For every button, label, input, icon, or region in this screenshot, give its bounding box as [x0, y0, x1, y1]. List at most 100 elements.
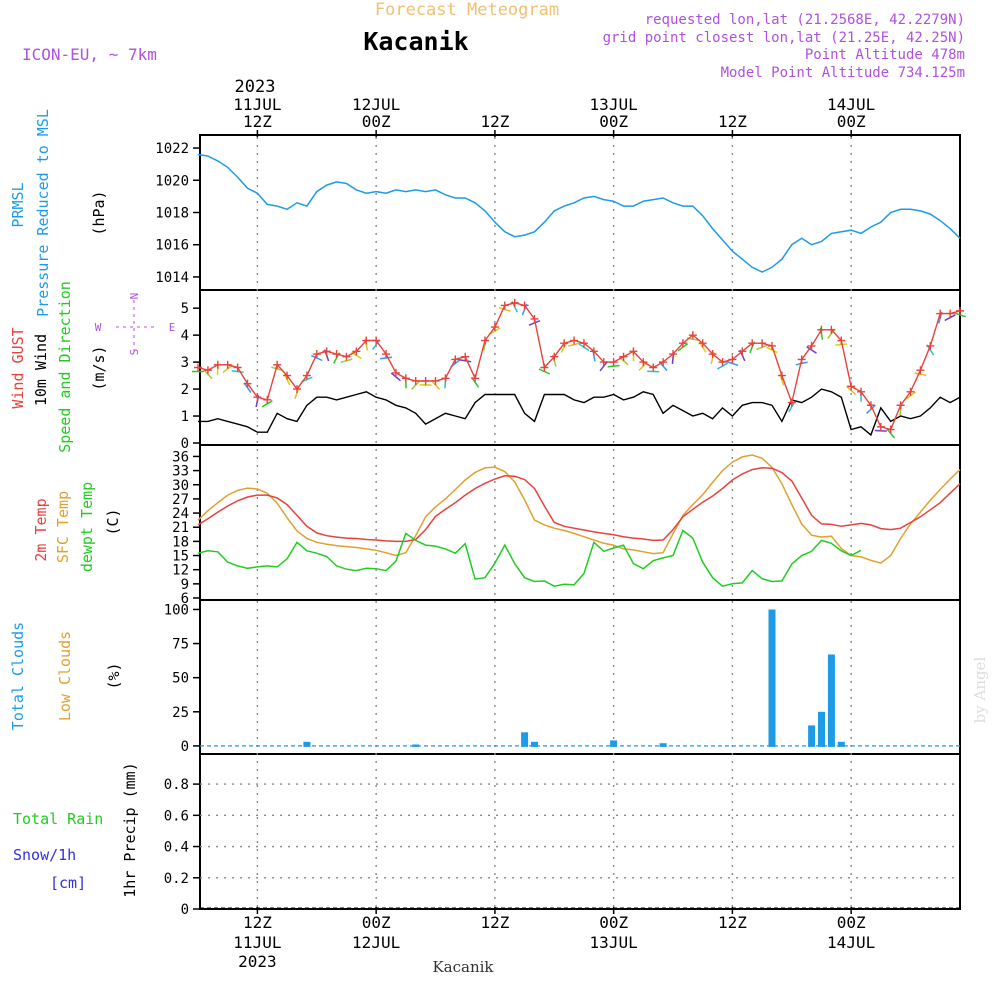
gust-point — [698, 339, 707, 348]
wind-direction-arrow — [371, 339, 381, 350]
gust-point — [560, 339, 569, 348]
cloud-bar — [659, 743, 667, 747]
clouds-unit: (%) — [105, 662, 123, 689]
gust-point — [342, 352, 351, 361]
wind-direction-arrow — [568, 342, 581, 347]
wind-direction-arrow — [835, 343, 848, 346]
precip-ytick-label: 0.2 — [164, 871, 189, 887]
gust-point — [401, 374, 410, 383]
gust-point — [520, 301, 529, 310]
gust-point — [471, 374, 480, 383]
compass-rose: W E N S — [95, 293, 175, 356]
gust-point — [213, 360, 222, 369]
cloud-bar — [521, 732, 529, 747]
product-title: Forecast Meteogram — [375, 0, 559, 20]
gust-point — [639, 358, 648, 367]
pressure-unit: (hPa) — [90, 190, 108, 235]
gust-point — [916, 366, 925, 375]
pressure-ytick-label: 1018 — [155, 206, 189, 222]
bottom-date-label: 12JUL — [352, 933, 400, 952]
wind-direction-arrow — [846, 385, 857, 395]
temp-ytick-label: 18 — [172, 534, 189, 550]
bottom-hour-label: 00Z — [837, 913, 866, 932]
bottom-hour-label: 12Z — [718, 913, 747, 932]
precip-panel — [199, 753, 961, 910]
gust-point — [302, 371, 311, 380]
wind-direction-arrow — [459, 359, 472, 363]
bottom-date-label: 11JUL — [233, 933, 281, 952]
precip-axis-label: 1hr Precip (mm) — [121, 762, 139, 897]
gust-point — [441, 374, 450, 383]
temp-ytick-label: 27 — [172, 492, 189, 508]
temp2m-line — [197, 467, 961, 543]
gust-point — [748, 339, 757, 348]
top-hour-label: 00Z — [837, 112, 866, 131]
temp-ytick-label: 15 — [172, 549, 189, 565]
precip-label-snow: Snow/1h — [13, 846, 76, 864]
gust-point — [728, 355, 737, 364]
top-hour-label: 00Z — [362, 112, 391, 131]
gust-point — [530, 314, 539, 323]
wind-direction-arrow — [243, 382, 252, 394]
gust-point — [490, 323, 499, 332]
gust-point — [273, 360, 282, 369]
bottom-date-label: 14JUL — [827, 933, 875, 952]
wind-direction-arrow — [310, 354, 323, 362]
gust-point — [738, 347, 747, 356]
requested-coords: requested lon,lat (21.2568E, 42.2279N) — [645, 12, 965, 28]
series-layer — [192, 153, 966, 909]
precip-ytick-label: 0.8 — [164, 777, 189, 793]
cloud-bar — [837, 741, 845, 747]
precip-ytick-label: 0.4 — [164, 840, 189, 856]
pressure-ytick-label: 1014 — [155, 270, 189, 286]
gust-point — [411, 376, 420, 385]
gust-point — [837, 336, 846, 345]
gust-point — [292, 385, 301, 394]
pressure-ytick-label: 1016 — [155, 238, 189, 254]
wind-label-gust: Wind GUST — [9, 327, 27, 408]
temp-ytick-label: 36 — [172, 449, 189, 465]
gust-point — [787, 398, 796, 407]
gust-point — [767, 341, 776, 350]
top-date-label: 14JUL — [827, 95, 875, 114]
gust-point — [847, 382, 856, 391]
gust-point — [619, 352, 628, 361]
pressure-label-prmsl: PRMSL — [9, 182, 27, 227]
gust-point — [382, 350, 391, 359]
gust-point — [827, 325, 836, 334]
top-hour-label: 12Z — [480, 112, 509, 131]
gust-point — [599, 358, 608, 367]
location-title: Kacanik — [363, 27, 468, 56]
cloud-bar — [768, 609, 776, 747]
clouds-label-total: Total Clouds — [9, 622, 27, 730]
gust-point — [391, 368, 400, 377]
top-date-label: 13JUL — [590, 95, 638, 114]
gust-point — [817, 325, 826, 334]
clouds-ytick-label: 100 — [164, 602, 189, 618]
y-axis-ticks: 1014101610181020102201234569121518212427… — [155, 141, 200, 918]
wind-direction-arrow — [411, 380, 421, 390]
dewpt-line — [197, 529, 862, 588]
temp-label-dewpt: dewpt Temp — [78, 482, 96, 572]
bottom-hour-label: 12Z — [480, 913, 509, 932]
gust-point — [263, 395, 272, 404]
cloud-bar — [610, 740, 618, 747]
gust-point — [906, 387, 915, 396]
pressure-label-msl: Pressure Reduced to MSL — [34, 109, 52, 317]
gust-point — [312, 350, 321, 359]
wind-ytick-label: 0 — [181, 436, 189, 452]
cloud-bar — [412, 744, 420, 747]
clouds-ytick-label: 75 — [172, 637, 189, 653]
gust-point — [649, 363, 658, 372]
gust-point — [500, 301, 509, 310]
wind-direction-arrow — [726, 360, 739, 367]
gust-point — [718, 358, 727, 367]
temp-label-sfc: SFC Temp — [54, 491, 72, 563]
wind-direction-arrow — [766, 346, 778, 354]
gust-point — [609, 358, 618, 367]
gust-point — [688, 331, 697, 340]
gust-point — [461, 352, 470, 361]
gust-point — [283, 371, 292, 380]
